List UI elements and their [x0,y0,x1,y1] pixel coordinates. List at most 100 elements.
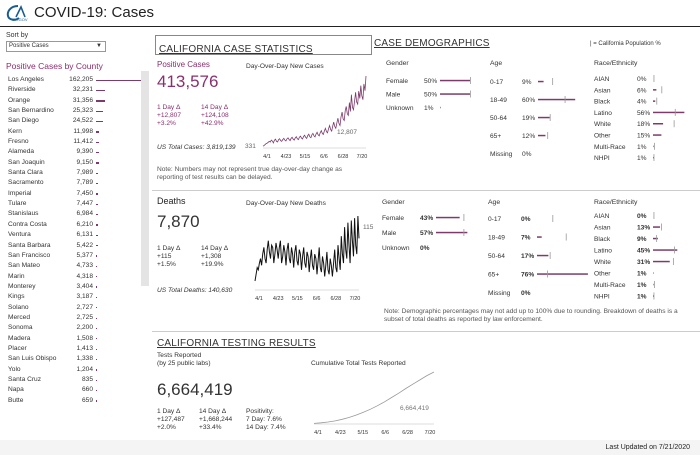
county-row[interactable]: San Luis Obispo 1,338 [6,354,146,364]
demo-label: Missing [490,151,513,158]
county-name: Sacramento [8,179,44,187]
county-row[interactable]: Kings 3,187 [6,292,146,302]
county-row[interactable]: San Mateo 4,733 [6,261,146,271]
demo-value: 4% [637,99,647,106]
cases-chart-last-label: 12,807 [337,129,357,136]
county-row[interactable]: Napa 660 [6,385,146,395]
county-row[interactable]: Madera 1,508 [6,334,146,344]
county-name: Kern [8,127,22,135]
testing-title[interactable]: CALIFORNIA TESTING RESULTS [157,338,316,349]
county-bar [96,296,97,299]
case-demographics-title[interactable]: CASE DEMOGRAPHICS [374,38,490,49]
population-marker [661,86,663,94]
county-row[interactable]: Santa Barbara 5,422 [6,241,146,251]
county-row[interactable]: Placer 1,413 [6,344,146,354]
county-row[interactable]: Merced 2,725 [6,313,146,323]
county-row[interactable]: Kern 11,998 [6,127,146,137]
demo-bar [653,272,654,274]
demo-value: 60% [522,97,535,104]
demo-bar [653,89,657,91]
positivity-14day: 14 Day: 7.4% [246,423,286,431]
county-row[interactable]: Fresno 11,412 [6,137,146,147]
demo-bar [440,106,441,109]
county-value: 5,377 [76,251,93,259]
county-row[interactable]: Los Angeles 162,205 [6,75,146,85]
county-name: Ventura [8,231,31,239]
county-row[interactable]: Marin 4,318 [6,272,146,282]
demo-label: Female [386,78,408,85]
tests-chart-last-label: 6,664,419 [400,405,429,412]
case-stats-header[interactable]: CALIFORNIA CASE STATISTICS [155,35,372,55]
county-row[interactable]: Stanislaus 6,984 [6,209,146,219]
county-row[interactable]: San Joaquin 9,150 [6,158,146,168]
county-row[interactable]: Santa Cruz 835 [6,375,146,385]
new-cases-chart-title: Day-Over-Day New Cases [246,63,324,70]
county-value: 6,131 [76,231,93,239]
county-value: 4,733 [76,262,93,270]
ca-gov-logo[interactable]: CA.GOV [4,3,30,23]
cases-14day-abs: +124,108 [201,111,229,119]
cases-1day-pct: +3.2% [157,119,176,127]
county-value: 9,390 [76,148,93,156]
county-bar [96,400,97,402]
sort-dropdown[interactable]: Positive Cases ▼ [6,41,106,52]
positivity-label: Positivity: [246,408,274,415]
logo-text: CA.GOV [12,17,28,22]
demo-value: 31% [637,259,650,266]
county-bar [96,141,100,143]
demo-value: 56% [637,110,650,117]
county-name: Tulare [8,200,27,208]
tests-reported-sub: (by 25 public labs) [157,360,211,367]
county-row[interactable]: Contra Costa 6,210 [6,220,146,230]
county-name: Riverside [8,86,36,94]
county-row[interactable]: San Bernardino 25,323 [6,106,146,116]
county-row[interactable]: San Diego 24,522 [6,116,146,126]
new-deaths-chart-title: Day-Over-Day New Deaths [246,200,326,207]
county-row[interactable]: Riverside 32,231 [6,85,146,95]
positivity-box: Positivity: 7 Day: 7.6% 14 Day: 7.4% [246,408,286,431]
county-row[interactable]: Monterey 3,404 [6,282,146,292]
demo-bar [653,249,678,251]
chart-series-line [313,371,435,424]
county-row[interactable]: San Francisco 5,377 [6,251,146,261]
county-row[interactable]: Solano 2,727 [6,303,146,313]
chart-x-tick: 7/20 [425,430,436,436]
county-bar [96,193,99,195]
demo-label: 50-64 [488,253,505,260]
county-bar [96,358,97,361]
county-bar [96,162,99,164]
demo-value: 0% [420,245,430,252]
tests-14day-abs: +1,668,244 [199,415,233,423]
demo-bar [440,79,470,82]
county-row[interactable]: Alameda 9,390 [6,147,146,157]
county-row[interactable]: Imperial 7,450 [6,189,146,199]
county-row[interactable]: Ventura 6,131 [6,230,146,240]
positive-cases-total: 413,576 [157,72,219,91]
county-row[interactable]: Sacramento 7,789 [6,178,146,188]
population-marker [463,229,465,236]
county-value: 659 [81,396,93,404]
demo-label: White [594,259,611,266]
demo-bar [436,231,468,234]
population-marker [463,214,465,221]
county-row[interactable]: Santa Clara 7,989 [6,168,146,178]
demo-bar [653,295,654,297]
demo-value: 1% [637,294,647,301]
county-row[interactable]: Tulare 7,447 [6,199,146,209]
county-bar [96,369,97,371]
county-bar [96,214,98,216]
deaths-total: 7,870 [157,212,200,231]
county-row[interactable]: Orange 31,356 [6,96,146,106]
tests-14day-delta: 14 Day Δ +1,668,244 +33.4% [199,408,232,431]
county-row[interactable]: Sonoma 2,200 [6,323,146,333]
chart-x-tick: 6/28 [402,430,413,436]
population-marker [661,223,662,231]
county-list-scrollbar[interactable] [141,71,149,286]
chart-x-tick: 5/15 [357,430,368,436]
last-updated: Last Updated on 7/21/2020 [605,444,690,451]
county-value: 11,412 [73,138,93,146]
county-bar [96,224,98,226]
county-row[interactable]: Yolo 1,204 [6,365,146,375]
county-row[interactable]: Butte 659 [6,396,146,406]
tests-1day-abs: +127,487 [157,415,185,423]
